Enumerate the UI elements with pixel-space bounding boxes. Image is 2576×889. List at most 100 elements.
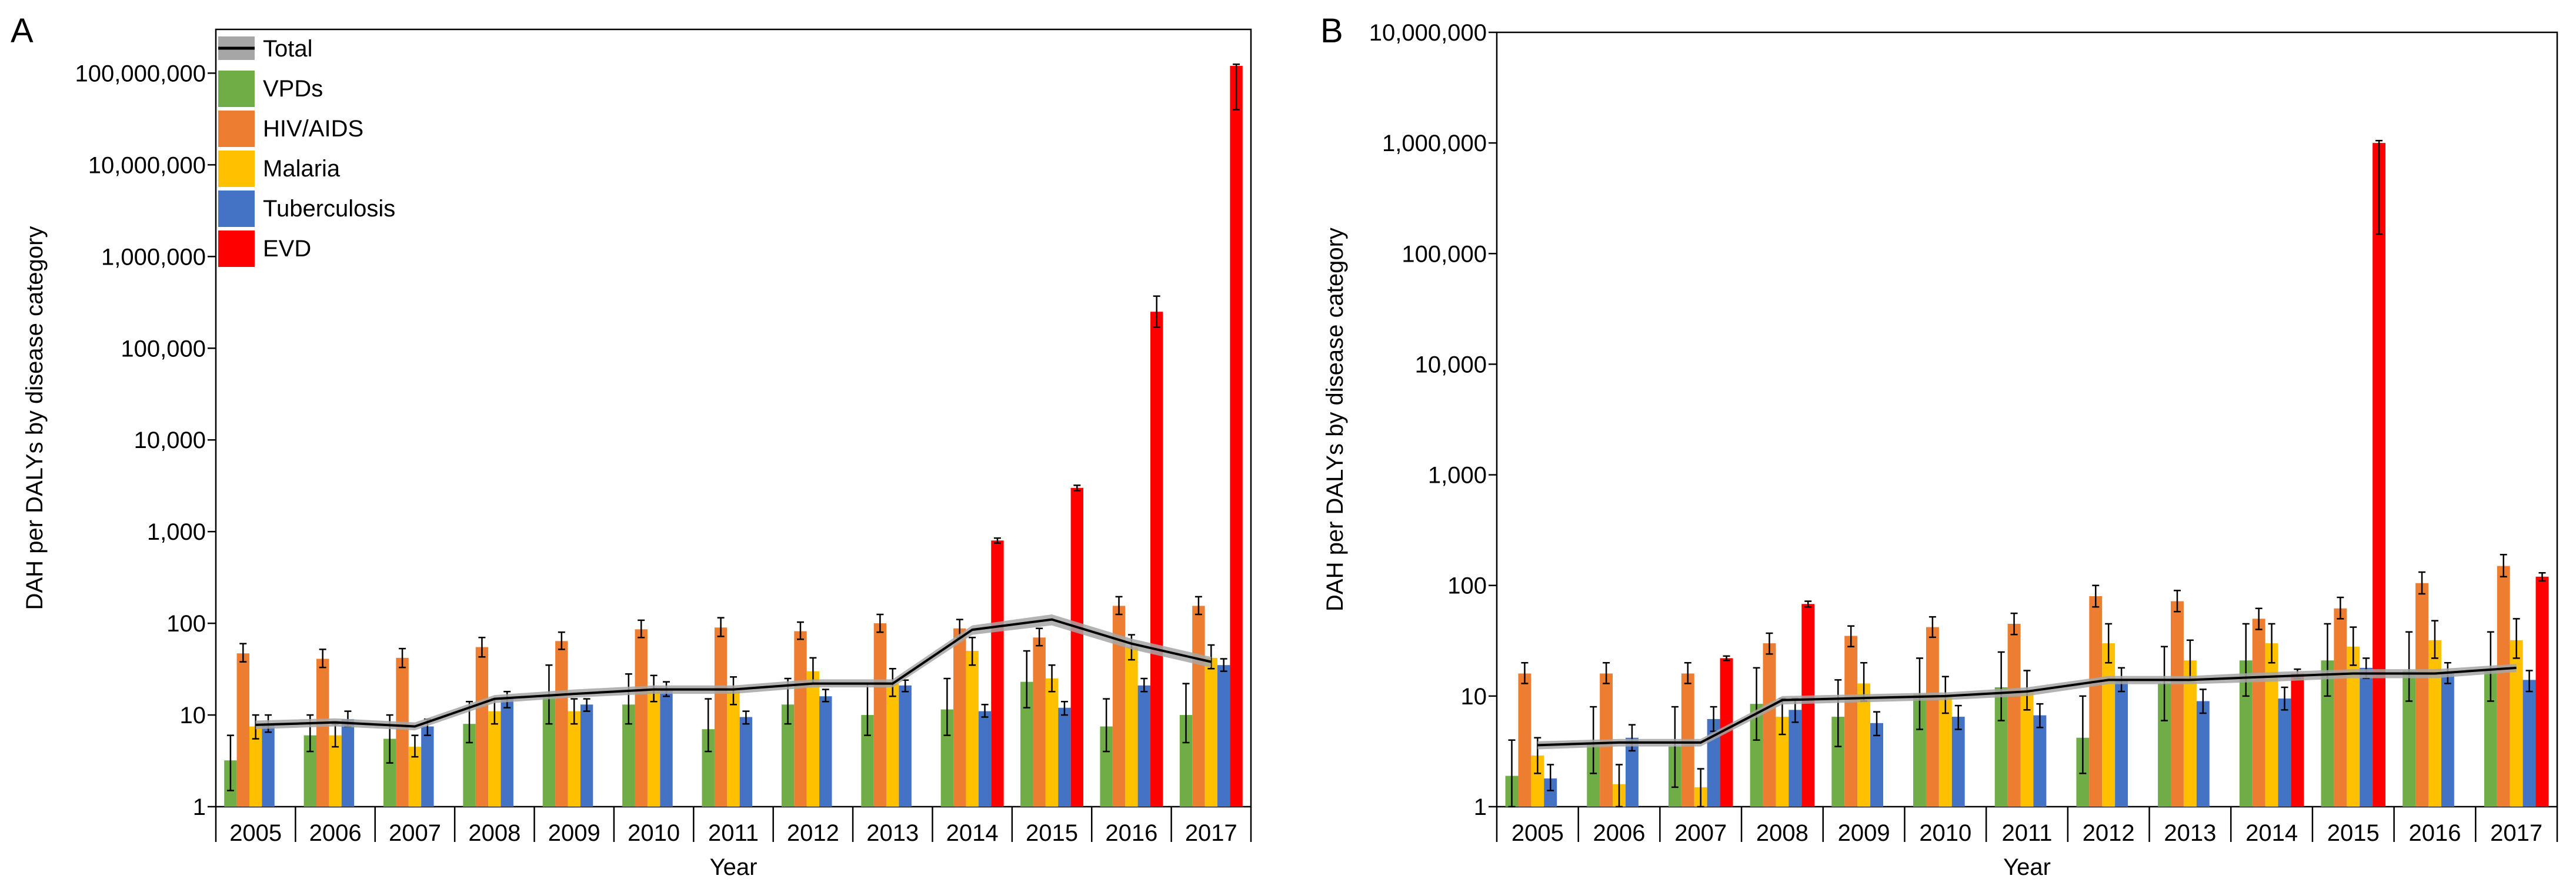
bar: [940, 709, 954, 807]
bar: [1750, 704, 1763, 807]
legend-label: Tuberculosis: [263, 196, 395, 222]
x-tick-label: 2014: [2245, 820, 2298, 846]
x-tick-label: 2017: [1185, 820, 1237, 846]
error-bar: [1834, 679, 1842, 747]
y-tick-label: 10: [180, 703, 206, 728]
legend-label: HIV/AIDS: [263, 116, 363, 142]
error-bar: [583, 698, 590, 712]
x-tick-label: 2009: [1838, 820, 1890, 846]
bar: [1045, 678, 1059, 807]
bar: [1137, 685, 1151, 807]
bar: [2291, 673, 2304, 807]
legend-swatch: [218, 190, 255, 227]
legend-label: EVD: [263, 236, 311, 262]
legend-label: Total: [263, 36, 313, 62]
bar: [1217, 665, 1230, 807]
bar: [488, 711, 501, 807]
y-axis-label: DAH per DALYs by disease category: [22, 226, 48, 610]
error-bar: [1048, 664, 1056, 693]
error-bar: [2405, 631, 2413, 702]
x-tick-label: 2016: [2408, 820, 2461, 846]
x-tick-label: 2010: [628, 820, 680, 846]
bar: [2115, 680, 2128, 807]
error-bar: [1182, 683, 1190, 744]
error-bar: [2418, 571, 2426, 595]
bar: [329, 735, 342, 807]
bar: [262, 724, 275, 807]
x-tick-label: 2007: [389, 820, 441, 846]
y-tick-label: 10,000,000: [1369, 20, 1487, 46]
bar: [622, 704, 635, 807]
bar: [1033, 637, 1046, 807]
legend-swatch: [218, 151, 255, 187]
error-bar: [943, 677, 951, 736]
x-tick-label: 2017: [2490, 820, 2542, 846]
bar: [249, 726, 262, 807]
x-tick-label: 2016: [1105, 820, 1157, 846]
bar: [819, 696, 832, 807]
bar: [660, 689, 673, 807]
bar: [1125, 647, 1138, 807]
bar: [873, 623, 887, 807]
legend-swatch: [218, 230, 255, 267]
error-bar: [638, 619, 645, 639]
error-bar: [1753, 667, 1760, 741]
series-vpds: [224, 650, 1193, 807]
x-tick-label: 2008: [468, 820, 520, 846]
bar: [647, 689, 660, 807]
y-tick-label: 1,000: [1428, 463, 1487, 489]
error-bar: [1684, 661, 1691, 684]
error-bar: [969, 637, 976, 666]
error-bar: [2173, 590, 2181, 613]
error-bar: [1140, 677, 1148, 693]
error-bar: [625, 673, 632, 725]
bar: [1020, 681, 1033, 807]
bar: [1776, 717, 1789, 807]
error-bar: [226, 734, 234, 791]
bar: [1070, 487, 1084, 807]
error-bar: [822, 689, 829, 703]
total-line: [255, 618, 1212, 728]
legend: Total VPDs HIV/AIDS Malaria Tuberculosis EVD: [218, 36, 395, 267]
error-bar: [2255, 607, 2263, 630]
legend-item: VPDs: [218, 71, 323, 107]
bar: [1544, 778, 1557, 807]
total-uncertainty-band: [255, 614, 1212, 731]
y-tick-label: 100: [166, 611, 206, 637]
error-bar: [399, 647, 406, 669]
legend-swatch: [218, 111, 255, 147]
series-evd: [1720, 139, 2549, 807]
x-tick-label: 2005: [229, 820, 282, 846]
bar: [1844, 636, 1858, 807]
x-tick-label: 2008: [1756, 820, 1808, 846]
error-bar: [570, 698, 578, 725]
error-bar: [717, 617, 725, 637]
x-tick-label: 2006: [309, 820, 362, 846]
x-tick-label: 2009: [548, 820, 600, 846]
series-hiv-aids: [1518, 554, 2510, 807]
error-bar: [1847, 625, 1855, 647]
error-bar: [1603, 661, 1610, 684]
error-bar: [2375, 139, 2383, 235]
error-bar: [1036, 627, 1043, 647]
bar: [1951, 717, 1965, 807]
error-bar: [1103, 698, 1110, 753]
bar: [2347, 646, 2360, 807]
legend-label: Malaria: [263, 156, 341, 182]
x-tick-label: 2010: [1919, 820, 1971, 846]
legend-item: HIV/AIDS: [218, 111, 363, 147]
y-tick-label: 100,000: [121, 336, 206, 362]
bar: [2535, 576, 2549, 807]
error-bar: [2092, 584, 2100, 608]
error-bar: [705, 698, 712, 753]
bar: [714, 627, 728, 807]
bar: [966, 651, 979, 807]
error-bar: [2010, 612, 2018, 636]
chart-panel-b: B 1 10 100 1,000 10,000 100,000 1,000,000 10,000…: [1320, 12, 2558, 880]
bar: [463, 724, 476, 807]
chart-panel-a: A 1 10 100 1,000 10,000 100,000 1,000,000 10,000…: [11, 12, 1252, 880]
error-bar: [1954, 704, 1962, 730]
error-bar: [1723, 655, 1730, 661]
bar: [1531, 756, 1544, 807]
y-tick-label: 100: [1447, 573, 1487, 599]
